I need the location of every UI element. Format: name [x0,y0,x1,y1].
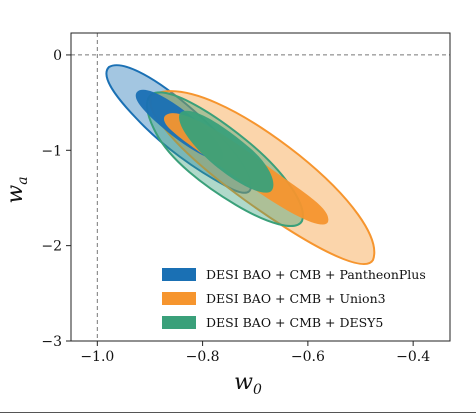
legend-swatch [162,316,196,329]
contour-layer [105,64,376,265]
legend-swatch [162,292,196,305]
x-tick-label: −0.6 [291,349,325,365]
plot-frame [70,32,451,342]
y-axis-ticks: 0 −1 −2 −3 [41,48,71,350]
legend-label: DESI BAO + CMB + Union3 [206,291,386,306]
y-tick-label: −1 [41,143,62,159]
y-tick-label: 0 [53,48,62,64]
legend-swatch [162,268,196,281]
legend-label: DESI BAO + CMB + PantheonPlus [206,267,426,282]
y-tick-label: −2 [41,239,62,255]
x-axis-label: w0 [234,370,262,398]
desy5-68-contour [179,110,274,193]
y-axis-label: wa [3,176,31,203]
x-tick-label: −0.8 [186,349,220,365]
legend-label: DESI BAO + CMB + DESY5 [206,315,383,330]
y-tick-label: −3 [41,334,62,350]
bottom-divider [0,412,476,413]
x-tick-label: −0.4 [396,349,430,365]
x-axis-ticks: −1.0 −0.8 −0.6 −0.4 [80,341,430,365]
legend: DESI BAO + CMB + PantheonPlus DESI BAO + … [162,267,426,330]
x-tick-label: −1.0 [80,349,114,365]
